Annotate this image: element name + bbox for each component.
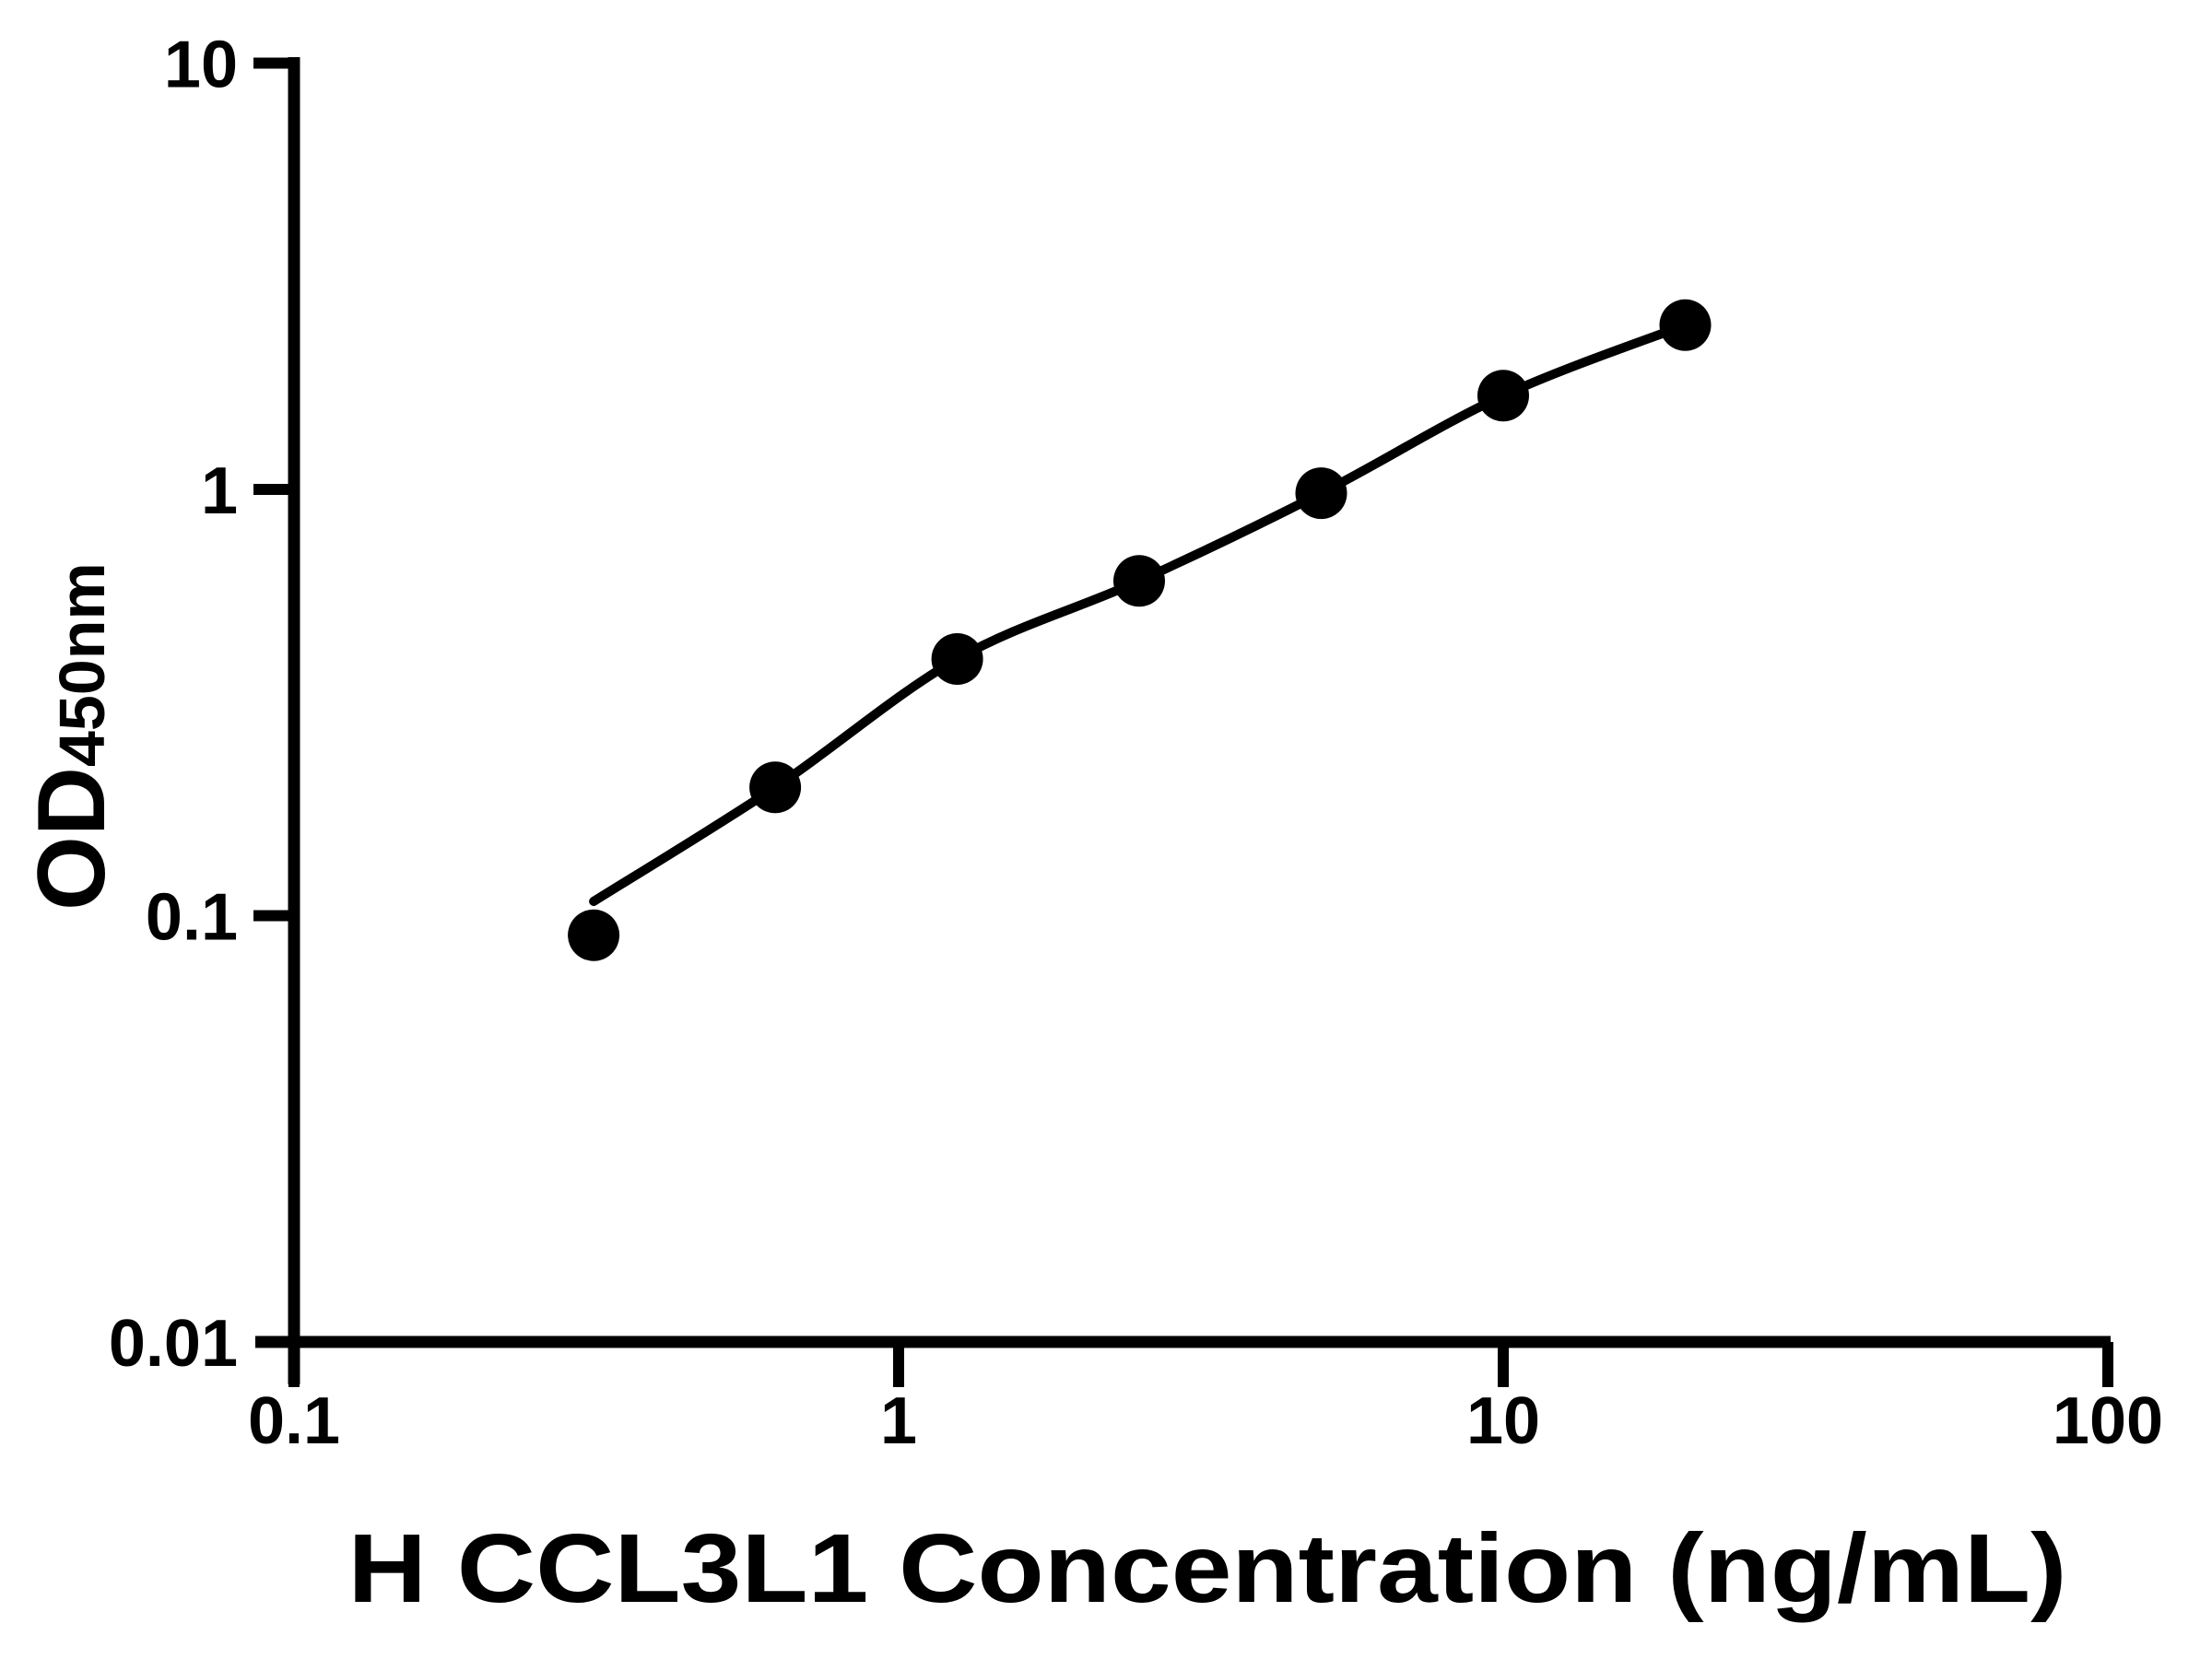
y-axis-tick-labels: 0.01 0.1 1 10 bbox=[109, 28, 238, 1381]
data-point-marker bbox=[1477, 370, 1529, 422]
y-tick-label: 1 bbox=[201, 454, 238, 528]
y-tick-label: 0.1 bbox=[146, 880, 238, 954]
y-axis-title-main: OD bbox=[18, 767, 125, 911]
data-point-marker bbox=[1659, 299, 1712, 351]
x-tick-label: 100 bbox=[2053, 1384, 2163, 1458]
y-axis-ticks bbox=[253, 57, 294, 922]
x-tick-label: 0.1 bbox=[248, 1384, 340, 1458]
data-point-marker bbox=[749, 761, 802, 814]
data-point-marker bbox=[1295, 467, 1347, 520]
y-tick-label: 0.01 bbox=[109, 1307, 238, 1381]
data-point-markers bbox=[568, 299, 1712, 961]
axes bbox=[255, 57, 2111, 1384]
x-tick-label: 10 bbox=[1466, 1384, 1540, 1458]
data-point-marker bbox=[931, 633, 983, 685]
y-tick-label: 10 bbox=[164, 28, 238, 101]
y-axis-title-subscript: 450nm bbox=[46, 562, 118, 767]
data-point-marker bbox=[568, 909, 620, 961]
data-point-marker bbox=[1113, 555, 1165, 607]
x-axis-ticks bbox=[288, 1342, 2113, 1387]
y-axis-title: OD450nm bbox=[18, 562, 125, 911]
x-axis-title: H CCL3L1 Concentration (ng/mL) bbox=[348, 1514, 2067, 1623]
x-axis-tick-labels: 0.1 1 10 100 bbox=[248, 1384, 2163, 1458]
x-tick-label: 1 bbox=[880, 1384, 917, 1458]
